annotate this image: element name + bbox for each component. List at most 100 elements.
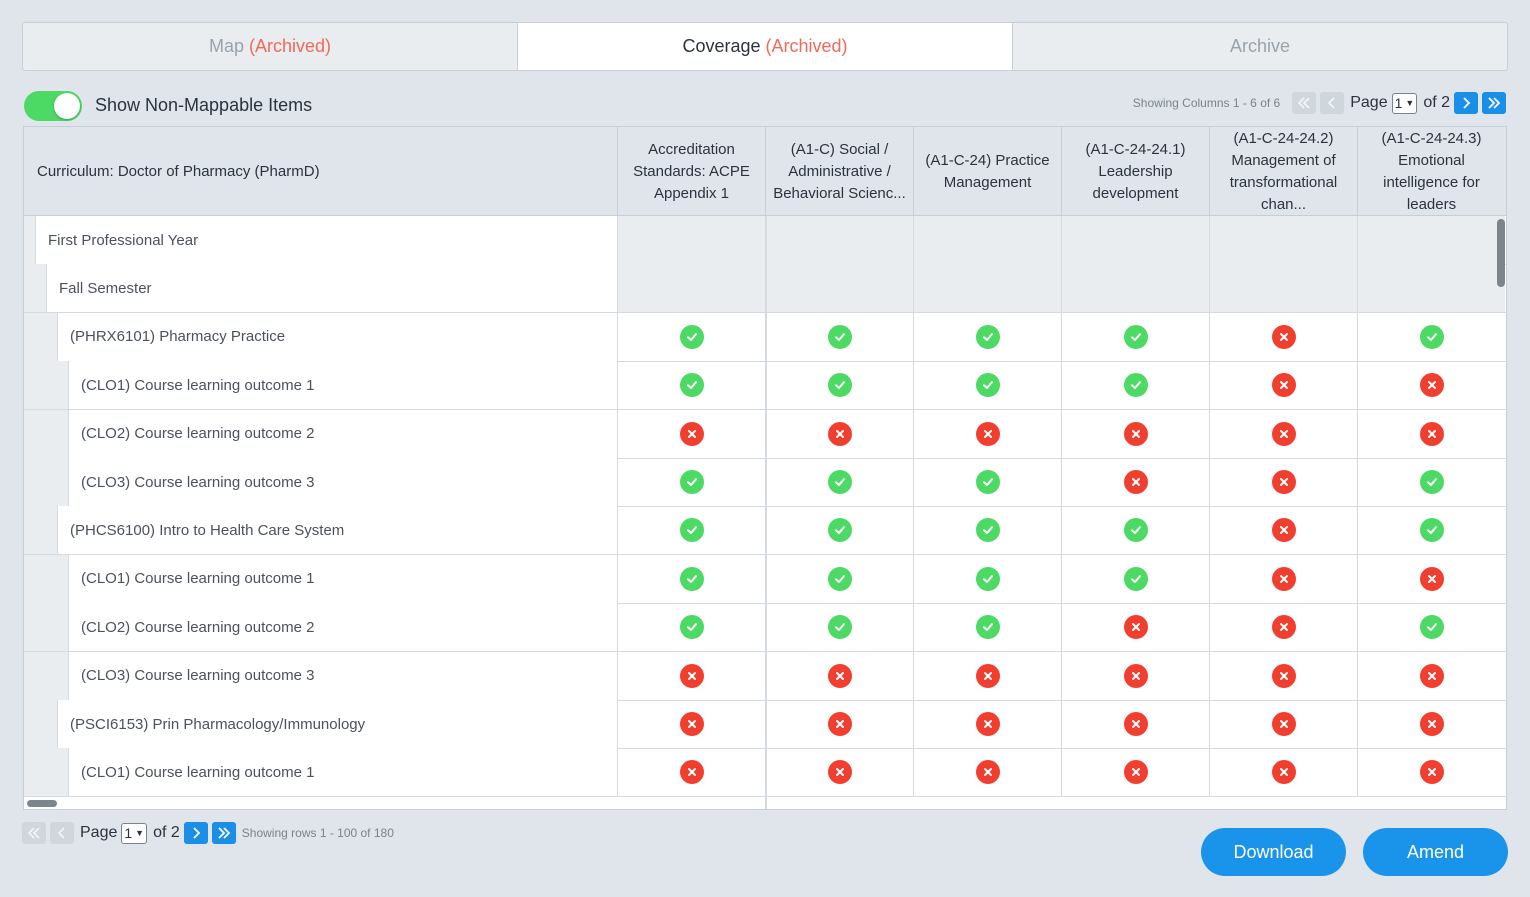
x-circle-icon bbox=[1419, 760, 1444, 785]
coverage-cell[interactable] bbox=[617, 458, 765, 506]
row-label[interactable]: (CLO2) Course learning outcome 2 bbox=[68, 409, 617, 458]
coverage-cell[interactable] bbox=[1209, 603, 1357, 652]
coverage-cell[interactable] bbox=[765, 361, 913, 410]
coverage-cell[interactable] bbox=[617, 409, 765, 458]
rows-first-page-button[interactable] bbox=[22, 822, 46, 844]
coverage-cell[interactable] bbox=[913, 506, 1061, 555]
coverage-cell[interactable] bbox=[913, 748, 1061, 797]
coverage-cell[interactable] bbox=[1209, 748, 1357, 797]
coverage-cell[interactable] bbox=[1357, 361, 1505, 410]
check-circle-icon bbox=[827, 566, 852, 591]
coverage-cell[interactable] bbox=[617, 651, 765, 700]
coverage-cell[interactable] bbox=[1061, 651, 1209, 700]
row-label[interactable]: (PSCI6153) Prin Pharmacology/Immunology bbox=[57, 700, 617, 748]
coverage-cell[interactable] bbox=[617, 700, 765, 748]
coverage-cell[interactable] bbox=[913, 312, 1061, 361]
row-label[interactable]: (CLO1) Course learning outcome 1 bbox=[68, 361, 617, 410]
x-circle-icon bbox=[1271, 324, 1296, 349]
tab-archive[interactable]: Archive bbox=[1013, 23, 1507, 70]
coverage-cell[interactable] bbox=[617, 312, 765, 361]
coverage-cell[interactable] bbox=[1061, 506, 1209, 555]
coverage-cell[interactable] bbox=[1209, 361, 1357, 410]
next-page-button[interactable] bbox=[1454, 92, 1478, 114]
coverage-cell[interactable] bbox=[1357, 506, 1505, 555]
row-label[interactable]: Fall Semester bbox=[46, 264, 617, 313]
coverage-cell[interactable] bbox=[765, 312, 913, 361]
rows-next-page-button[interactable] bbox=[183, 822, 208, 844]
coverage-cell[interactable] bbox=[1357, 312, 1505, 361]
coverage-cell[interactable] bbox=[765, 603, 913, 652]
coverage-cell[interactable] bbox=[617, 603, 765, 652]
coverage-cell[interactable] bbox=[1061, 700, 1209, 748]
coverage-cell[interactable] bbox=[765, 748, 913, 797]
row-label[interactable]: (PHRX6101) Pharmacy Practice bbox=[57, 312, 617, 361]
coverage-cell[interactable] bbox=[617, 748, 765, 797]
row-label[interactable]: (CLO3) Course learning outcome 3 bbox=[68, 651, 617, 700]
coverage-cell[interactable] bbox=[913, 651, 1061, 700]
curriculum-header: Curriculum: Doctor of Pharmacy (PharmD) bbox=[37, 163, 320, 180]
row-label[interactable]: (CLO2) Course learning outcome 2 bbox=[68, 603, 617, 652]
coverage-cell[interactable] bbox=[1357, 603, 1505, 652]
coverage-cell[interactable] bbox=[1357, 651, 1505, 700]
coverage-cell[interactable] bbox=[913, 700, 1061, 748]
rows-page-select[interactable]: 1 ▼ bbox=[121, 822, 148, 844]
rows-prev-page-button[interactable] bbox=[50, 822, 74, 844]
check-circle-icon bbox=[1419, 518, 1444, 543]
coverage-cell[interactable] bbox=[1061, 458, 1209, 506]
coverage-cell[interactable] bbox=[913, 409, 1061, 458]
coverage-cell[interactable] bbox=[617, 506, 765, 555]
tab-coverage[interactable]: Coverage (Archived) bbox=[518, 23, 1013, 70]
coverage-cell[interactable] bbox=[765, 409, 913, 458]
row-label[interactable]: (CLO3) Course learning outcome 3 bbox=[68, 458, 617, 506]
coverage-cell[interactable] bbox=[1209, 409, 1357, 458]
row-label[interactable]: (CLO1) Course learning outcome 1 bbox=[68, 748, 617, 797]
coverage-cell[interactable] bbox=[1209, 458, 1357, 506]
coverage-cell[interactable] bbox=[765, 651, 913, 700]
x-circle-icon bbox=[1123, 470, 1148, 494]
column-divider bbox=[765, 216, 767, 809]
coverage-cell[interactable] bbox=[617, 361, 765, 410]
coverage-cell[interactable] bbox=[913, 458, 1061, 506]
coverage-cell[interactable] bbox=[913, 603, 1061, 652]
download-button[interactable]: Download bbox=[1201, 828, 1346, 876]
coverage-cell[interactable] bbox=[1061, 409, 1209, 458]
coverage-cell[interactable] bbox=[1061, 361, 1209, 410]
row-label[interactable]: (PHCS6100) Intro to Health Care System bbox=[57, 506, 617, 555]
last-page-button[interactable] bbox=[1482, 92, 1506, 114]
amend-button[interactable]: Amend bbox=[1363, 828, 1508, 876]
x-circle-icon bbox=[1123, 615, 1148, 640]
coverage-cell[interactable] bbox=[1209, 554, 1357, 603]
horizontal-scrollbar[interactable] bbox=[27, 800, 57, 807]
check-circle-icon bbox=[827, 373, 852, 398]
coverage-cell[interactable] bbox=[1061, 554, 1209, 603]
coverage-cell[interactable] bbox=[1357, 554, 1505, 603]
non-mappable-toggle[interactable] bbox=[24, 91, 82, 121]
coverage-cell[interactable] bbox=[1209, 312, 1357, 361]
coverage-cell[interactable] bbox=[1061, 312, 1209, 361]
rows-last-page-button[interactable] bbox=[211, 822, 236, 844]
coverage-cell[interactable] bbox=[765, 700, 913, 748]
coverage-cell[interactable] bbox=[1357, 409, 1505, 458]
coverage-cell[interactable] bbox=[617, 554, 765, 603]
row-label[interactable]: First Professional Year bbox=[35, 216, 617, 264]
tab-map[interactable]: Map (Archived) bbox=[23, 23, 518, 70]
coverage-cell[interactable] bbox=[765, 554, 913, 603]
coverage-cell[interactable] bbox=[1357, 700, 1505, 748]
coverage-cell[interactable] bbox=[1209, 700, 1357, 748]
coverage-cell[interactable] bbox=[1357, 458, 1505, 506]
coverage-cell bbox=[1061, 216, 1209, 264]
first-page-button[interactable] bbox=[1292, 92, 1317, 114]
row-label[interactable]: (CLO1) Course learning outcome 1 bbox=[68, 554, 617, 603]
coverage-cell[interactable] bbox=[765, 458, 913, 506]
coverage-cell[interactable] bbox=[1061, 748, 1209, 797]
prev-page-button[interactable] bbox=[1320, 92, 1345, 114]
coverage-cell[interactable] bbox=[1209, 651, 1357, 700]
coverage-cell[interactable] bbox=[1061, 603, 1209, 652]
coverage-cell[interactable] bbox=[1209, 506, 1357, 555]
page-select[interactable]: 1 ▼ bbox=[1391, 92, 1418, 114]
coverage-cell[interactable] bbox=[765, 506, 913, 555]
coverage-cell[interactable] bbox=[913, 554, 1061, 603]
coverage-cell[interactable] bbox=[1357, 748, 1505, 797]
vertical-scrollbar[interactable] bbox=[1497, 219, 1505, 287]
coverage-cell[interactable] bbox=[913, 361, 1061, 410]
